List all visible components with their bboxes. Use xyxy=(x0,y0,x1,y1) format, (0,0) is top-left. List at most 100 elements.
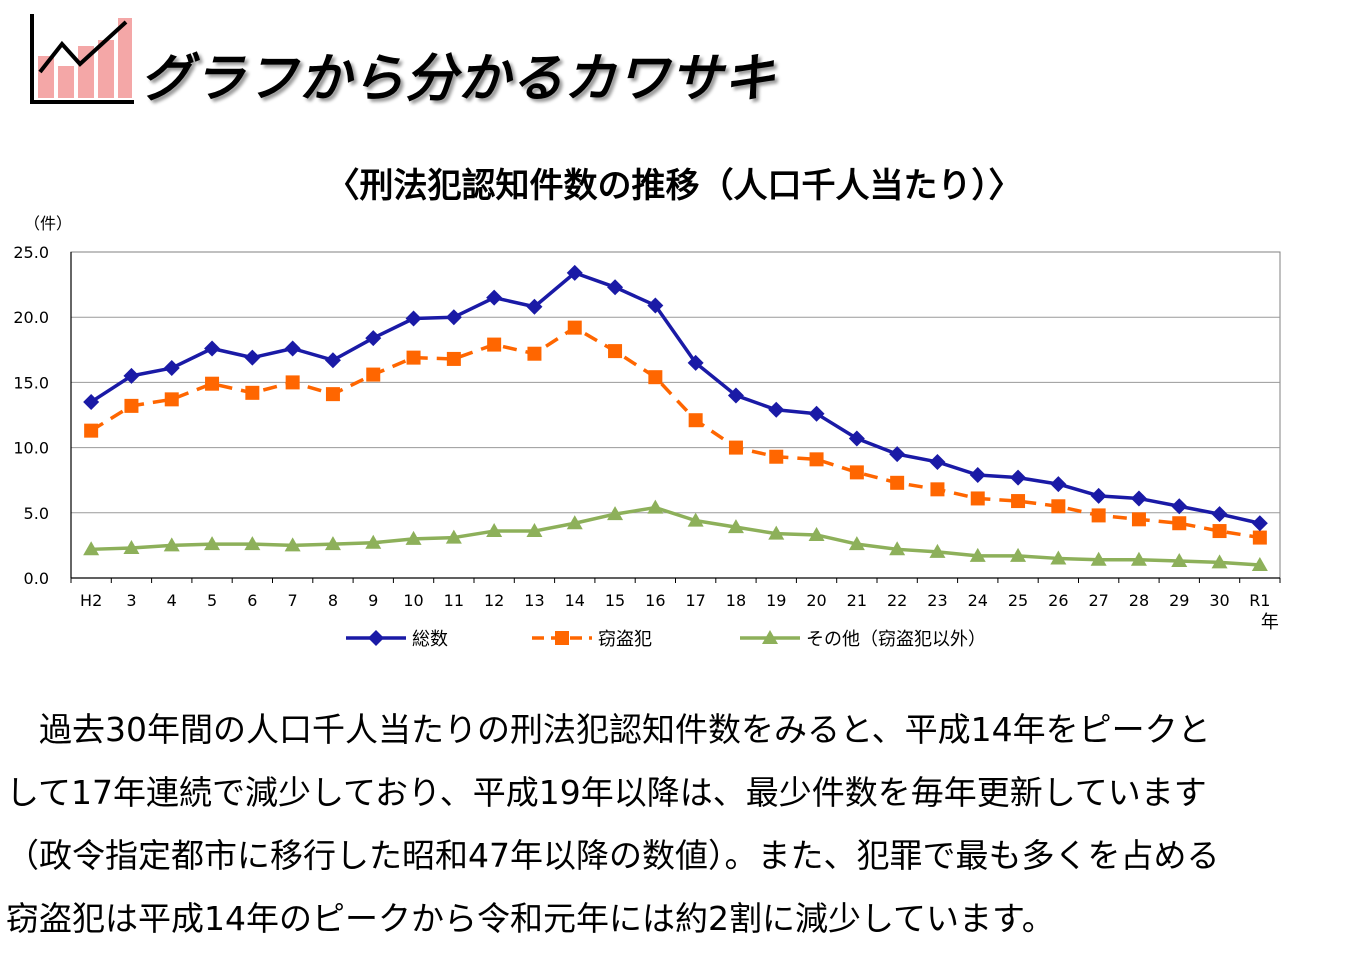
data-point xyxy=(204,340,221,357)
data-point xyxy=(728,440,743,455)
x-tick-label: 16 xyxy=(645,591,665,610)
data-point xyxy=(809,452,824,467)
data-point xyxy=(1171,553,1188,568)
x-tick-label: 29 xyxy=(1169,591,1189,610)
data-point xyxy=(1130,551,1147,566)
data-point xyxy=(284,537,301,552)
x-tick-label: 9 xyxy=(368,591,378,610)
data-point xyxy=(890,475,905,490)
summary-line: 過去30年間の人口千人当たりの刑法犯認知件数をみると、平成14年をピークと xyxy=(6,710,1211,749)
data-point xyxy=(527,346,542,361)
data-point xyxy=(1010,547,1027,562)
y-tick-label: 0.0 xyxy=(24,569,49,588)
data-point xyxy=(930,482,945,497)
data-point xyxy=(566,264,583,281)
data-point xyxy=(1172,516,1187,531)
data-point xyxy=(124,398,139,413)
data-point xyxy=(1010,469,1027,486)
x-tick-label: 3 xyxy=(126,591,136,610)
data-point xyxy=(83,541,100,556)
data-point xyxy=(607,506,624,521)
data-point xyxy=(762,630,778,644)
data-point xyxy=(768,525,785,540)
summary-line: して17年連続で減少しており、平成19年以降は、最少件数を毎年更新しています xyxy=(6,773,1207,812)
data-point xyxy=(688,413,703,428)
data-point xyxy=(1212,524,1227,539)
data-point xyxy=(526,298,543,315)
crime-trend-chart: 0.0 5.0 10.0 15.0 20.0 25.0 （件） H2 3 4 5 6 7 8 9 10 11 1… xyxy=(13,214,1281,650)
data-point xyxy=(486,289,503,306)
data-point xyxy=(567,320,582,335)
data-point xyxy=(1251,556,1268,571)
data-point xyxy=(526,523,543,538)
series-line xyxy=(90,271,1261,525)
x-tick-label: R1 xyxy=(1249,591,1270,610)
data-point xyxy=(849,465,864,480)
data-point xyxy=(727,519,744,534)
data-point xyxy=(727,387,744,404)
data-point xyxy=(648,370,663,385)
data-point xyxy=(769,449,784,464)
x-tick-label: 6 xyxy=(247,591,257,610)
data-point xyxy=(405,310,422,327)
data-point xyxy=(970,491,985,506)
data-point xyxy=(123,367,140,384)
data-point xyxy=(204,536,221,551)
data-point xyxy=(84,423,99,438)
data-point xyxy=(163,537,180,552)
data-point xyxy=(1171,498,1188,515)
data-point xyxy=(365,330,382,347)
data-point xyxy=(1051,499,1066,514)
legend-label: 窃盗犯 xyxy=(598,629,652,650)
data-point xyxy=(1131,512,1146,527)
x-tick-label: 26 xyxy=(1048,591,1068,610)
data-point xyxy=(687,512,704,527)
data-point xyxy=(406,350,421,365)
data-point xyxy=(555,631,569,645)
x-tick-label: 17 xyxy=(685,591,705,610)
x-tick-label: 15 xyxy=(605,591,625,610)
x-tick-label: 27 xyxy=(1088,591,1108,610)
x-tick-label: 5 xyxy=(207,591,217,610)
x-tick-label: 7 xyxy=(288,591,298,610)
x-tick-label: 13 xyxy=(524,591,544,610)
page-title: グラフから分かるカワサキ xyxy=(140,49,777,109)
data-point xyxy=(205,376,220,391)
data-point xyxy=(1130,490,1147,507)
data-point xyxy=(1050,550,1067,565)
data-point xyxy=(687,354,704,371)
x-tick-label: 11 xyxy=(444,591,464,610)
y-axis-unit-label: （件） xyxy=(24,214,72,233)
data-point xyxy=(848,430,865,447)
data-point xyxy=(405,530,422,545)
data-point xyxy=(1090,551,1107,566)
x-tick-label: H2 xyxy=(80,591,102,610)
x-tick-label: 19 xyxy=(766,591,786,610)
data-point xyxy=(929,453,946,470)
data-point xyxy=(647,499,664,514)
data-point xyxy=(1091,508,1106,523)
series-line xyxy=(91,505,1260,567)
x-tick-label: 4 xyxy=(167,591,177,610)
data-point xyxy=(445,529,462,544)
data-point xyxy=(445,309,462,326)
data-point xyxy=(123,540,140,555)
data-point xyxy=(244,536,261,551)
chart-title: 〈刑法犯認知件数の推移（人口千人当たり）〉 xyxy=(325,166,1023,206)
data-point xyxy=(1050,476,1067,493)
y-tick-label: 25.0 xyxy=(13,243,49,262)
x-tick-label: 12 xyxy=(484,591,504,610)
legend-label: その他（窃盗犯以外） xyxy=(806,629,986,650)
data-point xyxy=(1252,530,1267,545)
y-tick-label: 5.0 xyxy=(24,504,49,523)
data-point xyxy=(768,401,785,418)
x-tick-label: 18 xyxy=(726,591,746,610)
data-point xyxy=(969,466,986,483)
data-point xyxy=(365,534,382,549)
x-tick-label: 20 xyxy=(806,591,826,610)
data-point xyxy=(368,630,384,646)
data-point xyxy=(889,541,906,556)
data-point xyxy=(607,279,624,296)
plot-area xyxy=(70,251,1281,579)
data-point xyxy=(284,340,301,357)
